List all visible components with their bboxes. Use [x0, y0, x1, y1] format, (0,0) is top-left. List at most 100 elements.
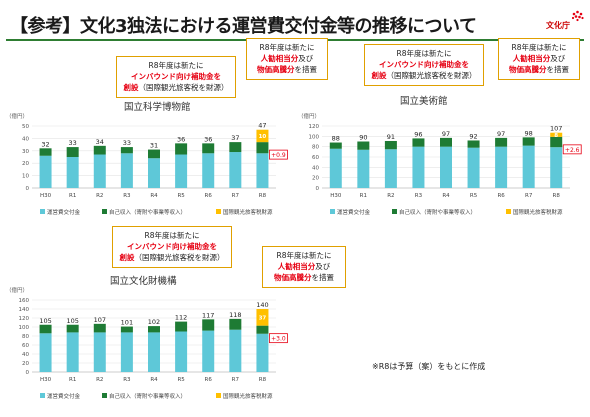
callout-red: 人勧相当分 [260, 54, 299, 63]
segment-label: 37 [259, 315, 267, 321]
bar-segment [148, 326, 160, 333]
callout-rest: （国際観光旅客税を財源） [134, 253, 225, 262]
footnote: ※R8は予算（案）をもとに作成 [372, 362, 486, 371]
bar-segment [412, 138, 425, 147]
total-label: 47 [258, 122, 266, 130]
x-tick-label: R7 [525, 193, 533, 199]
total-label: 37 [231, 134, 239, 142]
total-label: 88 [332, 135, 340, 143]
callout-line-red: インバウンド向け補助金を [127, 242, 217, 251]
x-tick-label: H30 [330, 193, 342, 199]
total-label: 97 [442, 130, 450, 138]
bar-segment [39, 148, 52, 156]
y-tick-label: 60 [22, 343, 29, 349]
bar-segment [93, 332, 106, 372]
y-tick-label: 40 [22, 136, 29, 142]
delta-label: +2.6 [565, 147, 580, 154]
x-tick-label: H30 [40, 193, 52, 199]
legend-swatch [216, 209, 221, 214]
bar-segment [229, 152, 242, 188]
x-tick-label: R5 [177, 377, 185, 383]
delta-box [269, 333, 288, 344]
legend-label: 自己収入（寄附や事業等収入） [399, 208, 476, 216]
bar-segment [175, 321, 188, 332]
callout-and: 及び [550, 54, 566, 63]
callout-inbound-art: R8年度は新たに インバウンド向け補助金を 創設（国際観光旅客税を財源） [364, 44, 484, 86]
y-tick-label: 60 [312, 155, 319, 161]
bar-segment [550, 147, 563, 188]
bar-segment [256, 129, 269, 143]
chart-science-museum: 国立科学博物館 （億円） 0 10 20 30 40 50 32 H30 33 R1 34 R2 33 R3 3… [4, 92, 294, 222]
total-label: 32 [41, 140, 49, 148]
x-tick-label: R3 [123, 377, 131, 383]
bar-segment [39, 155, 52, 188]
legend-label: 自己収入（寄附や事業等収入） [109, 392, 186, 400]
total-label: 96 [414, 130, 422, 138]
callout-inbound-cultural: R8年度は新たに インバウンド向け補助金を 創設（国際観光旅客税を財源） [112, 226, 232, 268]
x-tick-label: R6 [205, 193, 213, 199]
x-tick-label: R5 [470, 193, 478, 199]
chart-title: 国立美術館 [400, 95, 448, 107]
segment-label: 10 [259, 134, 267, 140]
callout-red: 物価高騰分 [509, 65, 547, 74]
chart-cultural-properties: 国立文化財機構 （億円） 0 20 40 60 80 100 120 140 160 105 H30 10… [4, 268, 294, 408]
callout-line: R8年度は新たに [276, 251, 332, 260]
bar-segment [229, 318, 242, 330]
y-tick-label: 120 [309, 124, 320, 130]
y-tick-label: 0 [26, 370, 30, 376]
callout-red: 人勧相当分 [512, 54, 551, 63]
bar-segment [467, 147, 480, 188]
x-tick-label: R1 [69, 193, 76, 199]
x-tick-label: R4 [150, 193, 158, 199]
legend-label: 運営費交付金 [47, 208, 81, 216]
bar-segment [120, 147, 133, 154]
legend-label: 国際観光旅客税財源 [223, 208, 273, 216]
callout-rest: （国際観光旅客税を財源） [138, 83, 229, 92]
total-label: 140 [256, 301, 268, 309]
legend-label: 国際観光旅客税財源 [513, 208, 563, 216]
chart-art-museum: 国立美術館 （億円） 0 20 40 60 80 100 120 88 H30 90 R1 91 R2 96 R… [296, 92, 588, 222]
callout-rest: を措置 [546, 65, 570, 74]
bar-segment [256, 309, 269, 326]
chart-science-museum-svg: 国立科学博物館 （億円） 0 10 20 30 40 50 32 H30 33 R1 34 R2 33 R3 3… [6, 101, 288, 216]
bar-segment [66, 157, 79, 188]
bar-segment [384, 140, 397, 150]
bar-segment [175, 143, 188, 155]
agency-logo: 文化庁 [546, 10, 584, 30]
chart-cultural-properties-svg: 国立文化財機構 （億円） 0 20 40 60 80 100 120 140 160 105 H30 10… [6, 275, 288, 400]
y-tick-label: 20 [312, 176, 319, 182]
x-tick-label: R5 [177, 193, 185, 199]
total-label: 112 [175, 314, 187, 322]
total-label: 92 [469, 132, 477, 140]
bar-segment [66, 324, 79, 333]
x-tick-label: R6 [497, 193, 505, 199]
callout-line: R8年度は新たに [511, 43, 567, 52]
x-tick-label: R4 [150, 377, 158, 383]
delta-box [269, 149, 288, 160]
y-tick-label: 0 [26, 186, 30, 192]
bar-segment [412, 146, 425, 188]
bar-segment [229, 329, 242, 372]
callout-red: 人勧相当分 [277, 262, 316, 271]
x-tick-label: H30 [40, 377, 52, 383]
x-tick-label: R3 [415, 193, 423, 199]
bar-segment [66, 332, 79, 372]
y-tick-label: 20 [22, 361, 29, 367]
x-tick-label: R2 [96, 377, 103, 383]
bar-segment [467, 140, 480, 148]
bar-segment [495, 146, 508, 188]
y-tick-label: 30 [22, 149, 29, 155]
bar-segment [256, 325, 269, 334]
svg-text:文化庁: 文化庁 [546, 20, 570, 30]
y-tick-label: 10 [22, 174, 29, 180]
legend-label: 運営費交付金 [47, 392, 81, 400]
y-tick-label: 0 [316, 186, 320, 192]
y-tick-label: 140 [19, 307, 30, 313]
total-label: 36 [204, 135, 212, 143]
total-label: 34 [96, 138, 104, 146]
total-label: 107 [94, 316, 106, 324]
total-label: 107 [550, 125, 562, 133]
bar-segment [175, 331, 188, 372]
x-tick-label: R6 [205, 377, 213, 383]
bar-segment [229, 142, 242, 153]
